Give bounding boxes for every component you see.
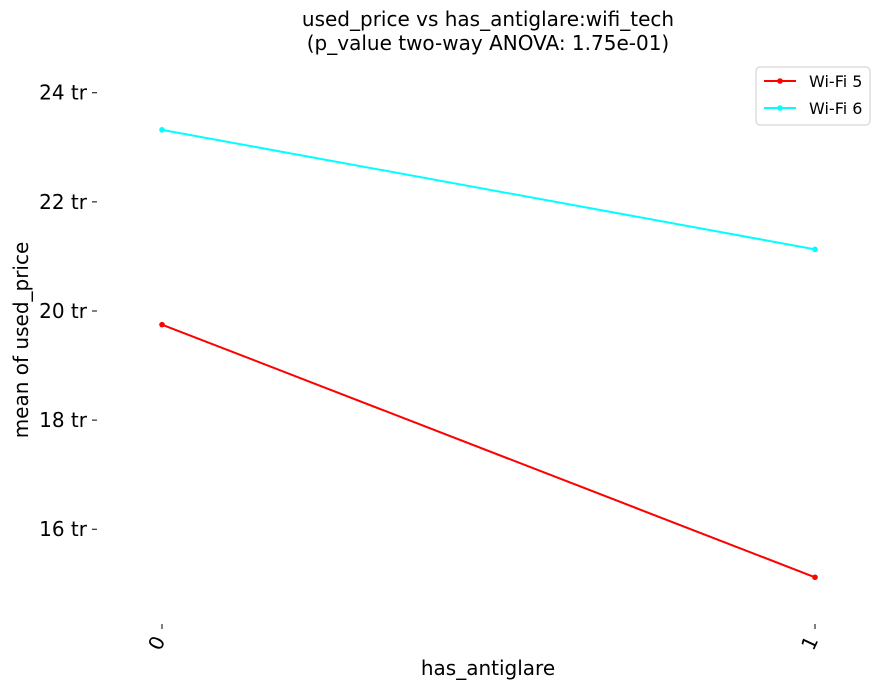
x-tick-label: 1 (796, 632, 823, 654)
data-point (812, 246, 818, 253)
x-tick-label: 0 (143, 632, 170, 654)
y-axis-label: mean of used_price (9, 242, 33, 439)
chart-title: used_price vs has_antiglare:wifi_tech (302, 7, 674, 31)
data-point (159, 321, 165, 328)
y-axis: 16 tr 18 tr 20 tr 22 tr 24 tr (39, 81, 97, 541)
series-line (161, 323, 816, 579)
y-tick-label: 16 tr (39, 517, 88, 541)
y-tick-label: 22 tr (39, 190, 88, 214)
legend-label: Wi-Fi 6 (809, 99, 862, 118)
series-line (161, 128, 816, 251)
data-point (812, 574, 818, 581)
y-tick-label: 24 tr (39, 81, 88, 105)
y-tick-label: 18 tr (39, 408, 88, 432)
legend-swatch-marker (777, 78, 783, 84)
legend-swatch-marker (777, 105, 783, 111)
y-tick-label: 20 tr (39, 299, 88, 323)
series-group (159, 127, 818, 581)
x-axis-label: has_antiglare (421, 656, 555, 680)
legend-label: Wi-Fi 5 (809, 72, 862, 91)
chart-subtitle: (p_value two-way ANOVA: 1.75e-01) (307, 31, 669, 55)
legend: Wi-Fi 5 Wi-Fi 6 (755, 66, 871, 126)
data-point (159, 127, 165, 133)
